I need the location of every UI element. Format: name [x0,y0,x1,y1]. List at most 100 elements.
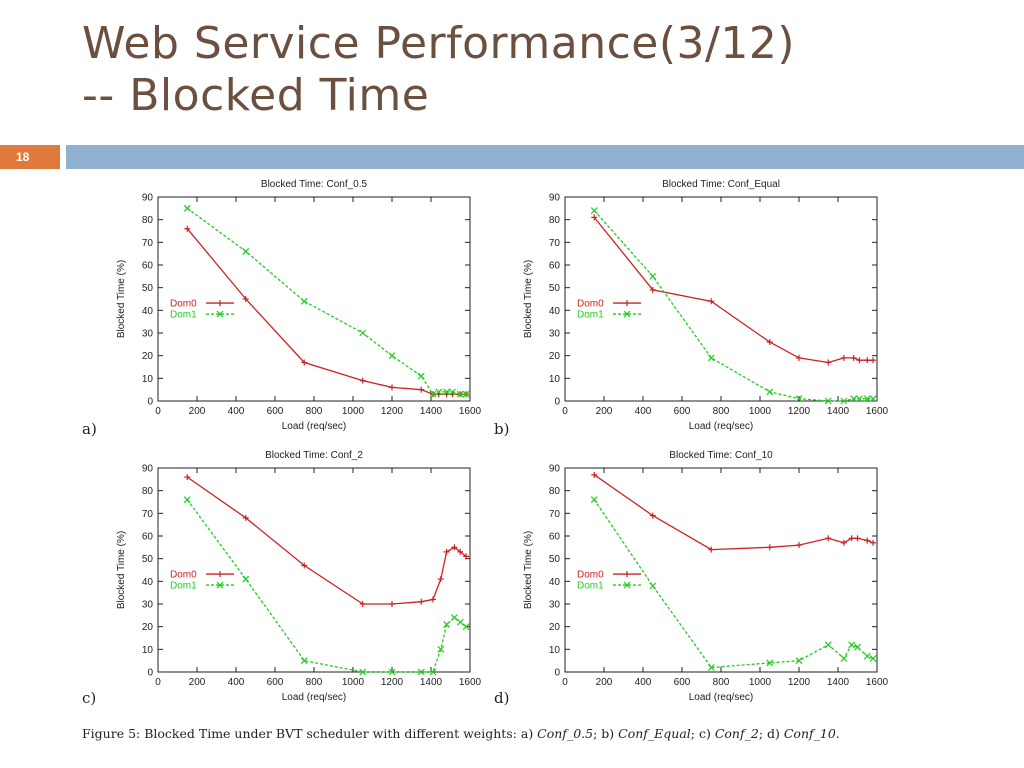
legend-marker [623,581,631,589]
caption-sep1: ; b) [593,726,619,741]
legend-label-dom0: Dom0 [170,299,197,310]
title-divider-bar [66,145,1024,169]
data-point-dom1 [183,496,191,504]
marker-stroke [242,247,250,255]
data-point-dom0 [389,384,395,391]
data-point-dom1 [869,654,877,662]
marker-stroke [869,395,877,403]
marker-stroke [854,643,861,651]
data-point-dom0 [864,537,871,544]
y-tick-label: 60 [549,261,561,272]
marker-stroke [824,641,832,649]
legend-label-dom0: Dom0 [170,570,197,581]
x-tick-label: 1600 [459,406,482,417]
legend-label-dom1: Dom1 [170,310,197,321]
data-point-dom1 [848,641,856,649]
data-point-dom1 [456,618,464,626]
x-tick-label: 1600 [866,677,889,688]
y-tick-label: 30 [549,329,561,340]
legend-label-dom1: Dom1 [577,581,604,592]
marker-stroke [359,329,367,337]
x-tick-label: 600 [267,406,284,417]
data-point-dom1 [863,395,871,403]
data-point-dom0 [825,359,832,366]
x-tick-label: 800 [713,406,730,417]
x-tick-label: 1400 [420,677,443,688]
marker-stroke [429,390,437,398]
data-point-dom1 [840,397,848,405]
x-tick-label: 200 [189,406,206,417]
data-point-dom0 [359,377,366,384]
marker-stroke [388,668,396,676]
marker-stroke [417,668,425,676]
caption-b: Conf_Equal [618,726,691,741]
data-point-dom0 [864,357,871,364]
data-point-dom1 [359,329,367,337]
marker-stroke [443,620,451,628]
series-line-dom1 [186,499,467,673]
series-line-dom1 [186,207,467,395]
marker-stroke [183,496,191,504]
slide-title-line1: Web Service Performance(3/12) [82,18,795,69]
data-point-dom0 [856,357,863,364]
legend-label-dom1: Dom1 [170,581,197,592]
data-point-dom1 [417,668,425,676]
data-point-dom0 [649,286,656,293]
x-axis-label: Load (req/sec) [282,692,346,703]
x-tick-label: 1200 [788,677,811,688]
y-tick-label: 80 [142,215,154,226]
y-tick-label: 90 [142,464,154,475]
y-tick-label: 90 [142,193,154,204]
chart-svg: Blocked Time: Conf_2 0 10 20 30 40 50 60 70 80 90 0… [116,450,482,703]
data-point-dom0 [451,544,458,551]
y-tick-label: 0 [554,397,560,408]
marker-stroke [848,641,856,649]
y-tick-label: 60 [142,532,154,543]
data-point-dom1 [766,659,774,667]
data-point-dom0 [840,354,847,361]
data-point-dom0 [840,539,847,546]
y-tick-label: 0 [554,668,560,679]
x-tick-label: 1400 [827,406,850,417]
data-point-dom0 [796,354,802,361]
data-point-dom0 [850,354,857,361]
chart-title: Blocked Time: Conf_10 [669,450,773,461]
y-tick-label: 30 [142,329,154,340]
y-tick-label: 40 [142,306,154,317]
x-tick-label: 1000 [342,406,365,417]
y-axis-label: Blocked Time (%) [116,531,127,609]
data-point-dom1 [707,354,715,362]
data-point-dom0 [184,225,191,232]
legend-label-dom0: Dom0 [577,570,604,581]
caption-c: Conf_2 [714,726,759,741]
caption-end: . [835,726,840,741]
caption-d: Conf_10 [783,726,836,741]
legend-marker [216,310,224,318]
data-point-dom1 [824,397,832,405]
slide-title-line2: -- Blocked Time [82,70,430,121]
slide-title: Web Service Performance(3/12) -- Blocked… [82,18,795,122]
legend-marker [623,310,631,318]
data-point-dom0 [649,512,656,519]
figure-caption: Figure 5: Blocked Time under BVT schedul… [82,726,982,741]
x-tick-label: 0 [562,677,568,688]
y-tick-label: 80 [142,486,154,497]
marker-stroke [437,645,445,653]
marker-stroke [450,614,458,622]
marker-stroke [840,397,848,405]
marker-stroke [863,652,871,660]
x-tick-label: 1200 [381,677,404,688]
y-tick-label: 10 [549,374,561,385]
data-point-dom0 [429,596,436,603]
series-line-dom0 [186,476,467,605]
y-tick-label: 0 [147,397,153,408]
x-tick-label: 1000 [342,677,365,688]
marker-stroke [824,397,832,405]
marker-stroke [795,395,803,403]
data-point-dom0 [825,535,832,542]
y-tick-label: 30 [142,600,154,611]
marker-stroke [300,297,308,305]
marker-stroke [856,395,863,403]
y-tick-label: 90 [549,464,561,475]
marker-stroke [183,204,191,212]
